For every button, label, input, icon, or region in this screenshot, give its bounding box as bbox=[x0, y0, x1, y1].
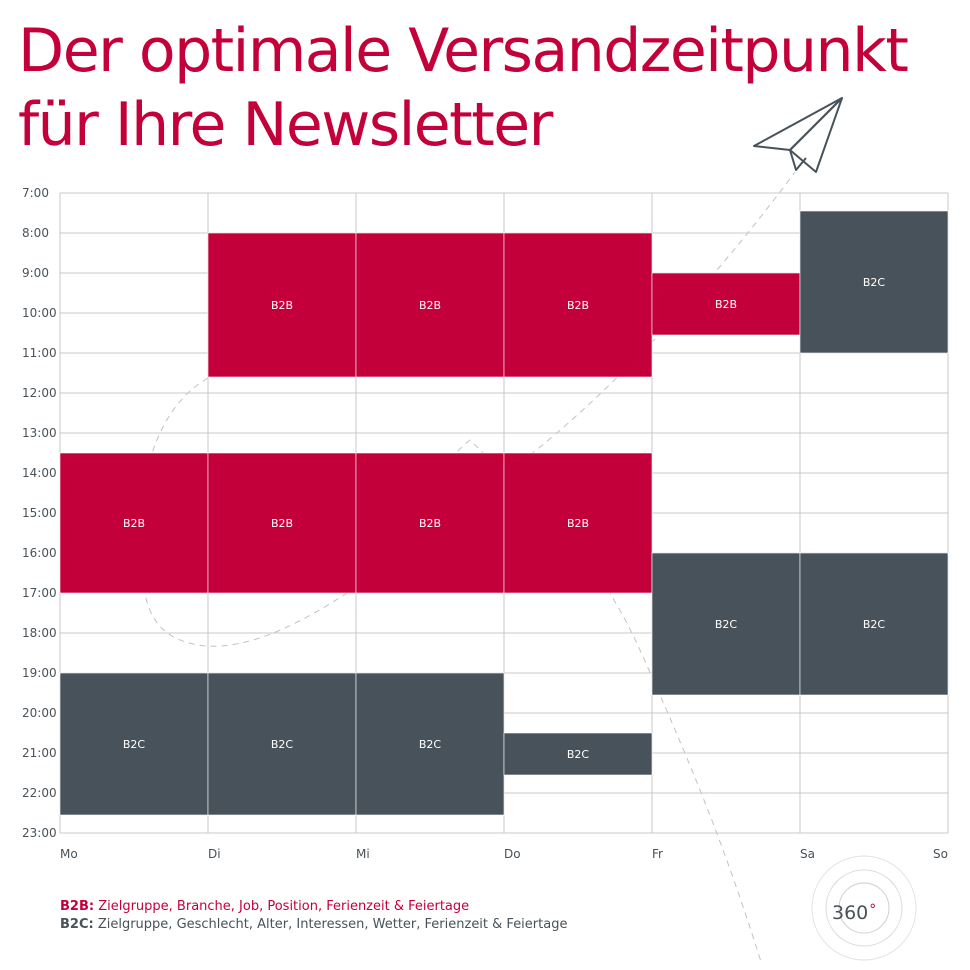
y-tick-label: 11:00 bbox=[22, 346, 57, 360]
legend-b2b: B2B: Zielgruppe, Branche, Job, Position,… bbox=[60, 898, 567, 916]
legend-b2c: B2C: Zielgruppe, Geschlecht, Alter, Inte… bbox=[60, 916, 567, 934]
y-tick-label: 8:00 bbox=[22, 226, 49, 240]
y-tick-label: 10:00 bbox=[22, 306, 57, 320]
block-label: B2C bbox=[863, 618, 886, 631]
x-axis-labels: Mo Di Mi Do Fr Sa So bbox=[60, 847, 948, 861]
block-label: B2B bbox=[271, 299, 293, 312]
y-tick-label: 14:00 bbox=[22, 466, 57, 480]
block-b2c bbox=[59, 672, 209, 816]
title-line-2: für Ihre Newsletter bbox=[18, 90, 553, 160]
block-label: B2C bbox=[715, 618, 738, 631]
block-label: B2B bbox=[123, 517, 145, 530]
block-b2c bbox=[355, 672, 505, 816]
block-b2c bbox=[651, 552, 801, 696]
x-tick-label: Sa bbox=[800, 847, 815, 861]
block-label: B2C bbox=[271, 738, 294, 751]
x-tick-label: Mi bbox=[356, 847, 370, 861]
logo-ring-inner bbox=[838, 882, 890, 934]
block-label: B2B bbox=[271, 517, 293, 530]
block-label: B2B bbox=[715, 298, 737, 311]
block-label: B2B bbox=[419, 517, 441, 530]
chart-blocks: B2B B2B B2B B2B B2C B2B B2B B2B B2B B2C B2C B2C B2C B… bbox=[59, 210, 949, 816]
block-label: B2B bbox=[567, 299, 589, 312]
block-b2c bbox=[799, 552, 949, 696]
y-tick-label: 20:00 bbox=[22, 706, 57, 720]
page-title: Der optimale Versandzeitpunkt für Ihre N… bbox=[18, 14, 909, 162]
y-tick-label: 17:00 bbox=[22, 586, 57, 600]
y-tick-label: 18:00 bbox=[22, 626, 57, 640]
legend-b2b-text: Zielgruppe, Branche, Job, Position, Feri… bbox=[94, 899, 470, 914]
legend-b2c-text: Zielgruppe, Geschlecht, Alter, Interesse… bbox=[93, 917, 568, 932]
dashed-flight-path-2 bbox=[529, 171, 796, 456]
block-b2b bbox=[651, 272, 801, 336]
block-label: B2C bbox=[123, 738, 146, 751]
y-tick-label: 13:00 bbox=[22, 426, 57, 440]
x-tick-label: Mo bbox=[60, 847, 78, 861]
block-b2b bbox=[59, 452, 209, 594]
y-tick-label: 9:00 bbox=[22, 266, 49, 280]
logo-text: 360 bbox=[832, 902, 869, 924]
logo-ring-outer bbox=[811, 855, 917, 961]
y-tick-label: 22:00 bbox=[22, 786, 57, 800]
block-b2c bbox=[799, 210, 949, 354]
y-tick-label: 19:00 bbox=[22, 666, 57, 680]
block-label: B2C bbox=[567, 748, 590, 761]
block-b2b bbox=[207, 232, 357, 378]
legend-b2c-key: B2C: bbox=[60, 917, 94, 932]
y-axis-labels: 7:00 8:00 9:00 10:00 11:00 12:00 13:00 14:00 15:… bbox=[22, 186, 57, 840]
block-b2c bbox=[207, 672, 357, 816]
block-label: B2C bbox=[863, 276, 886, 289]
x-tick-label: Do bbox=[504, 847, 521, 861]
logo-360: 360° bbox=[832, 902, 876, 924]
y-tick-label: 21:00 bbox=[22, 746, 57, 760]
legend: B2B: Zielgruppe, Branche, Job, Position,… bbox=[60, 898, 567, 934]
block-label: B2B bbox=[419, 299, 441, 312]
x-tick-label: So bbox=[933, 847, 948, 861]
block-label: B2C bbox=[419, 738, 442, 751]
x-tick-label: Fr bbox=[652, 847, 663, 861]
block-label: B2B bbox=[567, 517, 589, 530]
y-tick-label: 7:00 bbox=[22, 186, 49, 200]
y-tick-label: 12:00 bbox=[22, 386, 57, 400]
block-b2b bbox=[355, 452, 505, 594]
block-b2c bbox=[503, 732, 653, 776]
logo-degree: ° bbox=[869, 902, 877, 918]
block-b2b bbox=[355, 232, 505, 378]
y-tick-label: 15:00 bbox=[22, 506, 57, 520]
y-tick-label: 16:00 bbox=[22, 546, 57, 560]
title-line-1: Der optimale Versandzeitpunkt bbox=[18, 16, 909, 86]
legend-b2b-key: B2B: bbox=[60, 899, 95, 914]
logo-ring-middle bbox=[825, 869, 903, 947]
y-tick-label: 23:00 bbox=[22, 826, 57, 840]
x-tick-label: Di bbox=[208, 847, 221, 861]
block-b2b bbox=[503, 452, 653, 594]
paper-plane-icon bbox=[753, 97, 843, 173]
